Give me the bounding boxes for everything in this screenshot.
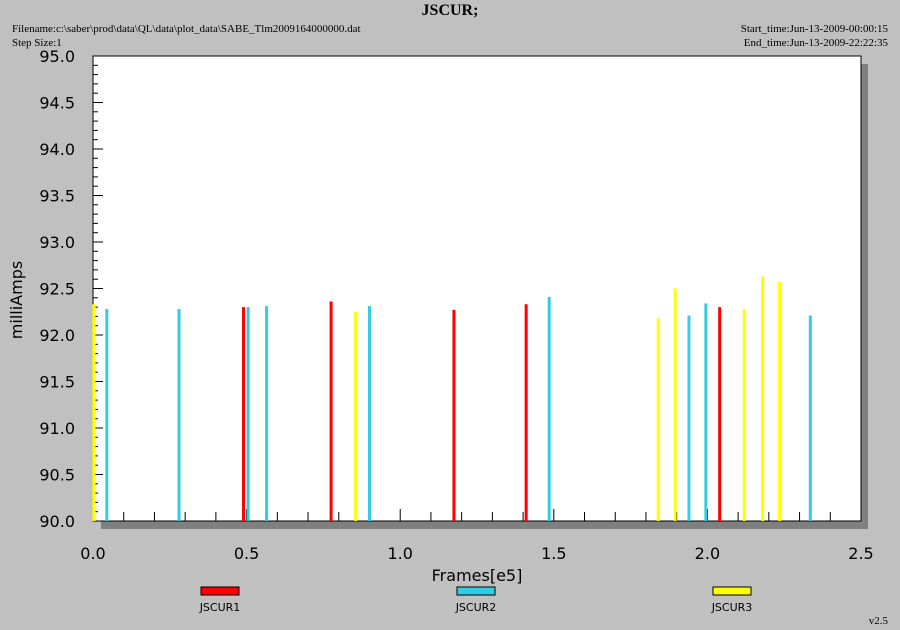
y-tick-label: 90.0 <box>39 512 75 531</box>
chart-title: JSCUR; <box>421 2 479 19</box>
y-tick-label: 95.0 <box>39 47 75 66</box>
data-bars <box>92 276 812 521</box>
y-tick-label: 91.5 <box>39 373 75 392</box>
x-tick-label: 2.5 <box>848 544 873 563</box>
version-text: v2.5 <box>868 615 888 627</box>
y-tick-label: 93.5 <box>39 187 75 206</box>
y-tick-label: 94.5 <box>39 94 75 113</box>
y-tick-label: 90.5 <box>39 466 75 485</box>
legend-swatch-jscur3 <box>712 586 752 596</box>
file-info: Filename:c:\saber\prod\data\QL\data\plot… <box>12 22 361 50</box>
legend-swatch-jscur2 <box>456 586 496 596</box>
legend-label-jscur3: JSCUR3 <box>711 601 753 614</box>
x-tick-label: 1.5 <box>541 544 566 563</box>
end-time-text: End_time:Jun-13-2009-22:22:35 <box>743 37 888 49</box>
time-info: Start_time:Jun-13-2009-00:00:15 End_time… <box>741 22 888 50</box>
x-tick-label: 0.5 <box>234 544 259 563</box>
y-tick-label: 92.5 <box>39 280 75 299</box>
x-axis-tick-labels: 0.0 0.5 1.0 1.5 2.0 2.5 <box>80 544 873 563</box>
y-tick-label: 91.0 <box>39 419 75 438</box>
x-tick-label: 1.0 <box>387 544 412 563</box>
legend-label-jscur2: JSCUR2 <box>455 601 497 614</box>
x-tick-label: 2.0 <box>695 544 720 563</box>
start-time-text: Start_time:Jun-13-2009-00:00:15 <box>740 23 888 35</box>
y-axis-label: milliAmps <box>7 261 26 339</box>
legend: JSCUR1 JSCUR2 JSCUR3 <box>199 586 753 614</box>
y-tick-label: 92.0 <box>39 326 75 345</box>
plot-area <box>92 55 862 522</box>
step-size-text: Step Size:1 <box>12 37 62 49</box>
filename-text: Filename:c:\saber\prod\data\QL\data\plot… <box>12 23 361 35</box>
x-axis-label: Frames[e5] <box>432 566 523 585</box>
y-axis-tick-labels: 90.0 90.5 91.0 91.5 92.0 92.5 93.0 93.5 94.0 94.5… <box>39 47 75 531</box>
x-axis-ticks <box>92 509 862 521</box>
legend-label-jscur1: JSCUR1 <box>199 601 241 614</box>
legend-swatch-jscur1 <box>200 586 240 596</box>
x-tick-label: 0.0 <box>80 544 105 563</box>
y-tick-label: 93.0 <box>39 233 75 252</box>
y-tick-label: 94.0 <box>39 140 75 159</box>
